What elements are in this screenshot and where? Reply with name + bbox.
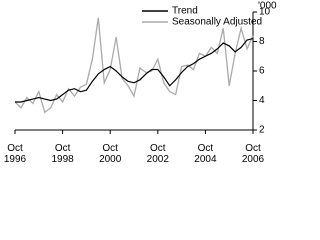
x-tick-label: Oct 2006 [241, 143, 265, 165]
line-series [14, 17, 254, 114]
x-tick-label: Oct 2002 [146, 143, 169, 165]
y-tick-label: 6 [259, 66, 265, 77]
y-tick-label: 10 [259, 7, 271, 18]
legend-label: Seasonally Adjusted [172, 17, 262, 28]
x-tick-label: Oct 2004 [194, 143, 217, 165]
chart: '000 2 4 6 8 10 Trend Seasonally Adjusted Oct … [3, 1, 277, 165]
y-tick-label: 8 [259, 36, 265, 47]
x-tick-label: Oct 2000 [99, 143, 122, 165]
x-tick-label: Oct 1998 [51, 143, 74, 165]
line-series [15, 37, 254, 103]
y-unit: '000 [258, 1, 277, 12]
y-tick-label: 4 [259, 95, 265, 106]
x-tick-label: Oct 1996 [3, 143, 27, 165]
legend-label: Trend [172, 6, 198, 17]
y-tick-label: 2 [259, 125, 265, 136]
